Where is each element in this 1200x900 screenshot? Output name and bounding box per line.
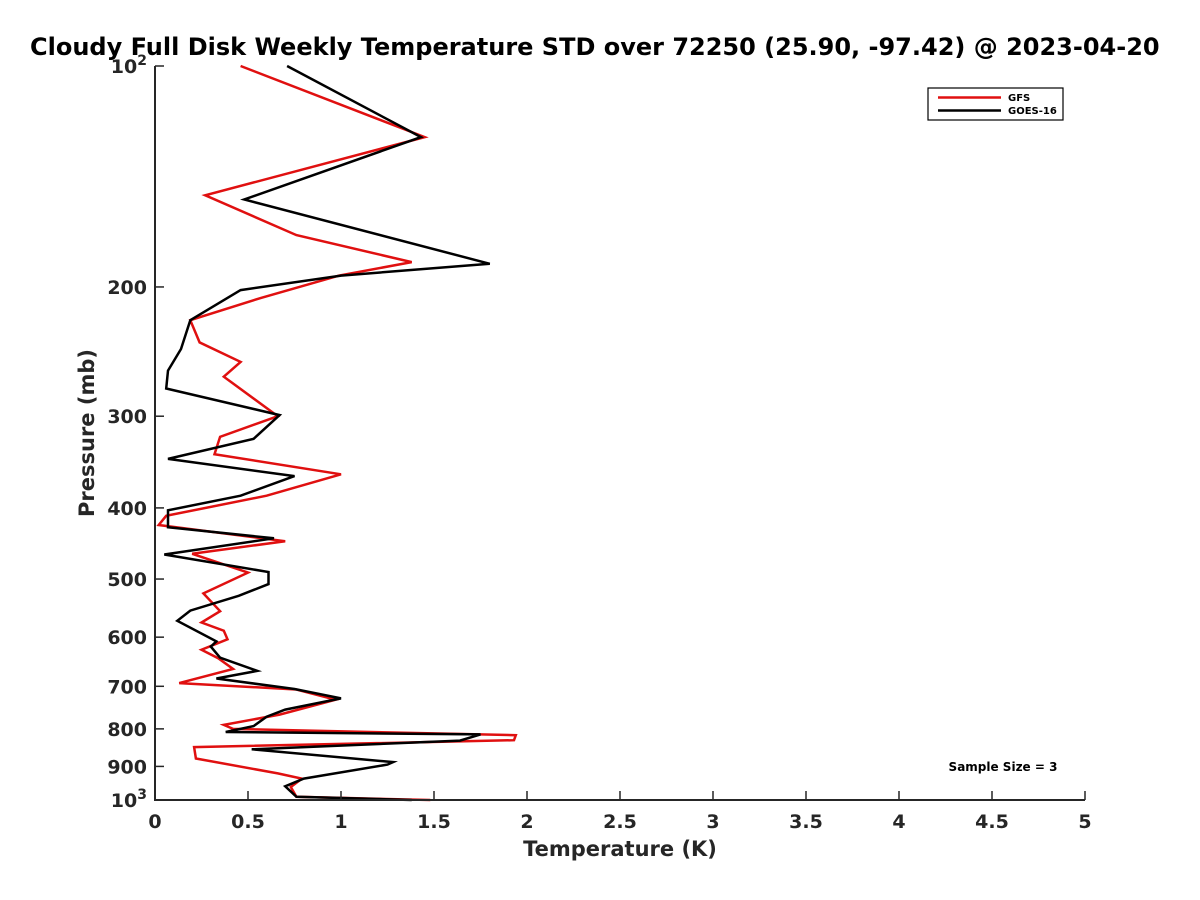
y-tick-label: 400 bbox=[107, 498, 147, 520]
series-line-goes16 bbox=[164, 64, 491, 802]
chart-title: Cloudy Full Disk Weekly Temperature STD … bbox=[30, 33, 1160, 61]
y-axis: 102 200 300 400 500 600 700 800 900 103 bbox=[107, 53, 164, 812]
sample-size-annotation: Sample Size = 3 bbox=[949, 760, 1058, 774]
plot-area bbox=[156, 64, 518, 802]
x-tick-label: 3.5 bbox=[789, 811, 823, 833]
y-tick-label: 900 bbox=[107, 756, 147, 778]
legend-label-goes16: GOES-16 bbox=[1008, 106, 1057, 117]
x-tick-label: 4.5 bbox=[975, 811, 1009, 833]
x-tick-label: 1 bbox=[334, 811, 347, 833]
y-tick-label: 103 bbox=[111, 787, 147, 812]
y-tick-label: 500 bbox=[107, 569, 147, 591]
y-tick-label: 600 bbox=[107, 627, 147, 649]
x-tick-label: 0.5 bbox=[231, 811, 265, 833]
y-tick-label: 800 bbox=[107, 719, 147, 741]
y-tick-label: 102 bbox=[111, 53, 147, 78]
y-tick-label: 200 bbox=[107, 277, 147, 299]
x-tick-label: 4 bbox=[892, 811, 905, 833]
x-tick-label: 5 bbox=[1078, 811, 1091, 833]
series-line-gfs bbox=[156, 64, 518, 802]
y-axis-label: Pressure (mb) bbox=[75, 349, 99, 517]
x-axis: 0 0.5 1 1.5 2 2.5 3 3.5 4 4.5 5 bbox=[148, 791, 1092, 833]
x-tick-label: 1.5 bbox=[417, 811, 451, 833]
x-tick-label: 2 bbox=[520, 811, 533, 833]
x-tick-label: 3 bbox=[706, 811, 719, 833]
x-tick-label: 2.5 bbox=[603, 811, 637, 833]
legend: GFS GOES-16 bbox=[927, 87, 1064, 121]
y-tick-label: 700 bbox=[107, 676, 147, 698]
legend-box bbox=[927, 87, 1064, 121]
x-axis-label: Temperature (K) bbox=[523, 837, 717, 861]
legend-label-gfs: GFS bbox=[1008, 93, 1030, 104]
x-tick-label: 0 bbox=[148, 811, 161, 833]
y-tick-label: 300 bbox=[107, 406, 147, 428]
